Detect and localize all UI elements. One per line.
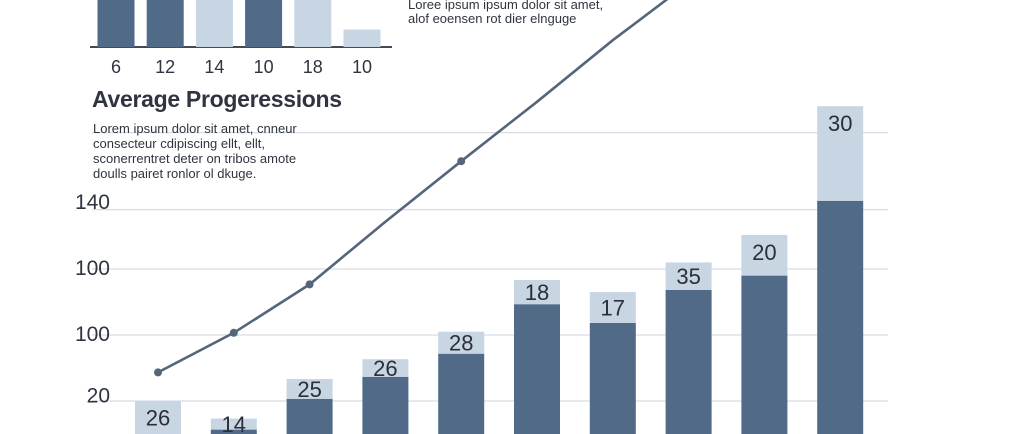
bar-light-4 [362,359,409,377]
y-tick-label: 100 [75,257,110,280]
bar-dark-7 [589,322,636,434]
mini-label-1: 6 [111,57,121,77]
bar-light-2 [210,418,257,430]
top-note: Loree ipsum ipsum dolor sit amet, alof e… [408,0,603,26]
mini-bar-dark-4 [245,0,283,47]
data-label-5: 28 [449,331,473,356]
bar-dark-8 [665,289,712,434]
data-label-10: 30 [828,111,852,136]
top-note-line-1: Loree ipsum ipsum dolor sit amet, [408,0,604,12]
bar-light-8 [665,262,712,290]
bar-light-3 [286,379,333,399]
data-label-1: 26 [146,406,170,431]
bar-dark-10 [817,200,864,434]
data-label-9: 20 [752,240,776,265]
mini-label-3: 14 [204,57,224,77]
mini-label-6: 10 [352,57,372,77]
mini-label-5: 18 [303,57,323,77]
description-line-4: doulls pairet ronlor ol dkuge. [93,166,257,181]
bar-dark-9 [741,275,788,434]
data-label-7: 17 [601,296,625,321]
data-label-6: 18 [525,280,549,305]
bar-light-10 [817,106,864,201]
mini-bar-dark-2 [146,0,184,47]
trend-line [157,0,669,374]
mini-label-4: 10 [254,57,274,77]
trend-point-1 [154,368,162,377]
mini-label-2: 12 [155,57,175,77]
mini-bar-dark-1 [97,0,135,47]
top-note-line-2: alof eoensen rot dier elnguge [408,11,577,26]
y-tick-label: 140 [75,191,110,214]
bar-dark-6 [514,304,560,434]
description-line-2: consecteur cdipiscing ellt, ellt, [93,136,265,151]
trend-point-2 [229,328,238,337]
bar-dark-2 [210,429,257,434]
description-line-1: Lorem ipsum dolor sit amet, cnneur [93,121,297,136]
data-label-3: 25 [297,377,321,402]
trend-point-5 [457,157,466,166]
chart-title: Average Progeressions [92,86,342,112]
bar-light-1 [135,401,181,434]
bar-light-9 [741,234,788,276]
trend-point-3 [305,280,314,289]
data-label-2: 14 [222,412,246,434]
mini-bar-light-3 [195,0,233,47]
bar-dark-5 [438,353,485,434]
y-tick-label: 20 [87,384,110,407]
bar-light-5 [438,331,485,354]
y-tick-label: 100 [75,323,110,346]
chart-description: Lorem ipsum dolor sit amet, cnneur conse… [93,121,333,181]
mini-bar-light-6 [343,29,381,47]
data-label-4: 26 [373,356,397,381]
data-label-8: 35 [676,264,700,289]
bar-dark-4 [362,376,409,434]
bar-dark-3 [286,398,333,434]
bar-light-7 [589,292,636,323]
description-line-3: sconerrentret deter on tribos amote [93,151,297,166]
bar-light-6 [514,280,560,305]
mini-bar-light-5 [294,0,332,47]
